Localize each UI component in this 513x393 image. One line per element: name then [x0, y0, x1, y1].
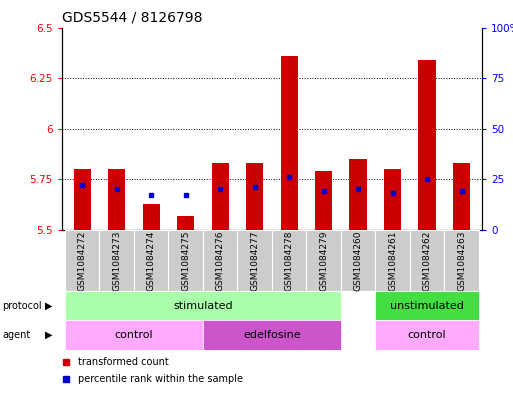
- Bar: [74, 169, 91, 230]
- Bar: [376, 291, 479, 320]
- Text: ▶: ▶: [45, 330, 53, 340]
- Text: GSM1084277: GSM1084277: [250, 230, 259, 290]
- Text: control: control: [115, 330, 153, 340]
- Bar: [65, 230, 100, 291]
- Bar: [410, 230, 444, 291]
- Bar: [168, 230, 203, 291]
- Bar: [134, 230, 168, 291]
- Bar: [341, 230, 376, 291]
- Bar: [376, 230, 410, 291]
- Bar: [100, 230, 134, 291]
- Text: GDS5544 / 8126798: GDS5544 / 8126798: [62, 11, 202, 25]
- Text: stimulated: stimulated: [173, 301, 233, 310]
- Text: GSM1084274: GSM1084274: [147, 230, 156, 290]
- Text: GSM1084273: GSM1084273: [112, 230, 121, 290]
- Text: GSM1084261: GSM1084261: [388, 230, 397, 290]
- Bar: [143, 204, 160, 230]
- Bar: [272, 230, 306, 291]
- Text: percentile rank within the sample: percentile rank within the sample: [78, 374, 243, 384]
- Text: agent: agent: [3, 330, 31, 340]
- Bar: [453, 163, 470, 230]
- Text: GSM1084263: GSM1084263: [457, 230, 466, 290]
- Bar: [419, 60, 436, 230]
- Bar: [444, 230, 479, 291]
- Bar: [203, 320, 341, 350]
- Text: unstimulated: unstimulated: [390, 301, 464, 310]
- Text: control: control: [408, 330, 446, 340]
- Bar: [349, 159, 367, 230]
- Bar: [177, 216, 194, 230]
- Bar: [211, 163, 229, 230]
- Bar: [384, 169, 401, 230]
- Text: GSM1084278: GSM1084278: [285, 230, 293, 290]
- Bar: [65, 291, 341, 320]
- Bar: [281, 56, 298, 230]
- Text: GSM1084272: GSM1084272: [78, 230, 87, 290]
- Text: edelfosine: edelfosine: [243, 330, 301, 340]
- Text: GSM1084262: GSM1084262: [423, 230, 431, 290]
- Text: ▶: ▶: [45, 301, 53, 310]
- Bar: [65, 320, 203, 350]
- Bar: [315, 171, 332, 230]
- Bar: [306, 230, 341, 291]
- Bar: [246, 163, 263, 230]
- Text: GSM1084275: GSM1084275: [181, 230, 190, 290]
- Bar: [376, 320, 479, 350]
- Text: GSM1084260: GSM1084260: [353, 230, 363, 290]
- Text: GSM1084276: GSM1084276: [215, 230, 225, 290]
- Text: protocol: protocol: [3, 301, 42, 310]
- Text: transformed count: transformed count: [78, 356, 169, 367]
- Bar: [238, 230, 272, 291]
- Bar: [203, 230, 238, 291]
- Bar: [108, 169, 125, 230]
- Text: GSM1084279: GSM1084279: [319, 230, 328, 290]
